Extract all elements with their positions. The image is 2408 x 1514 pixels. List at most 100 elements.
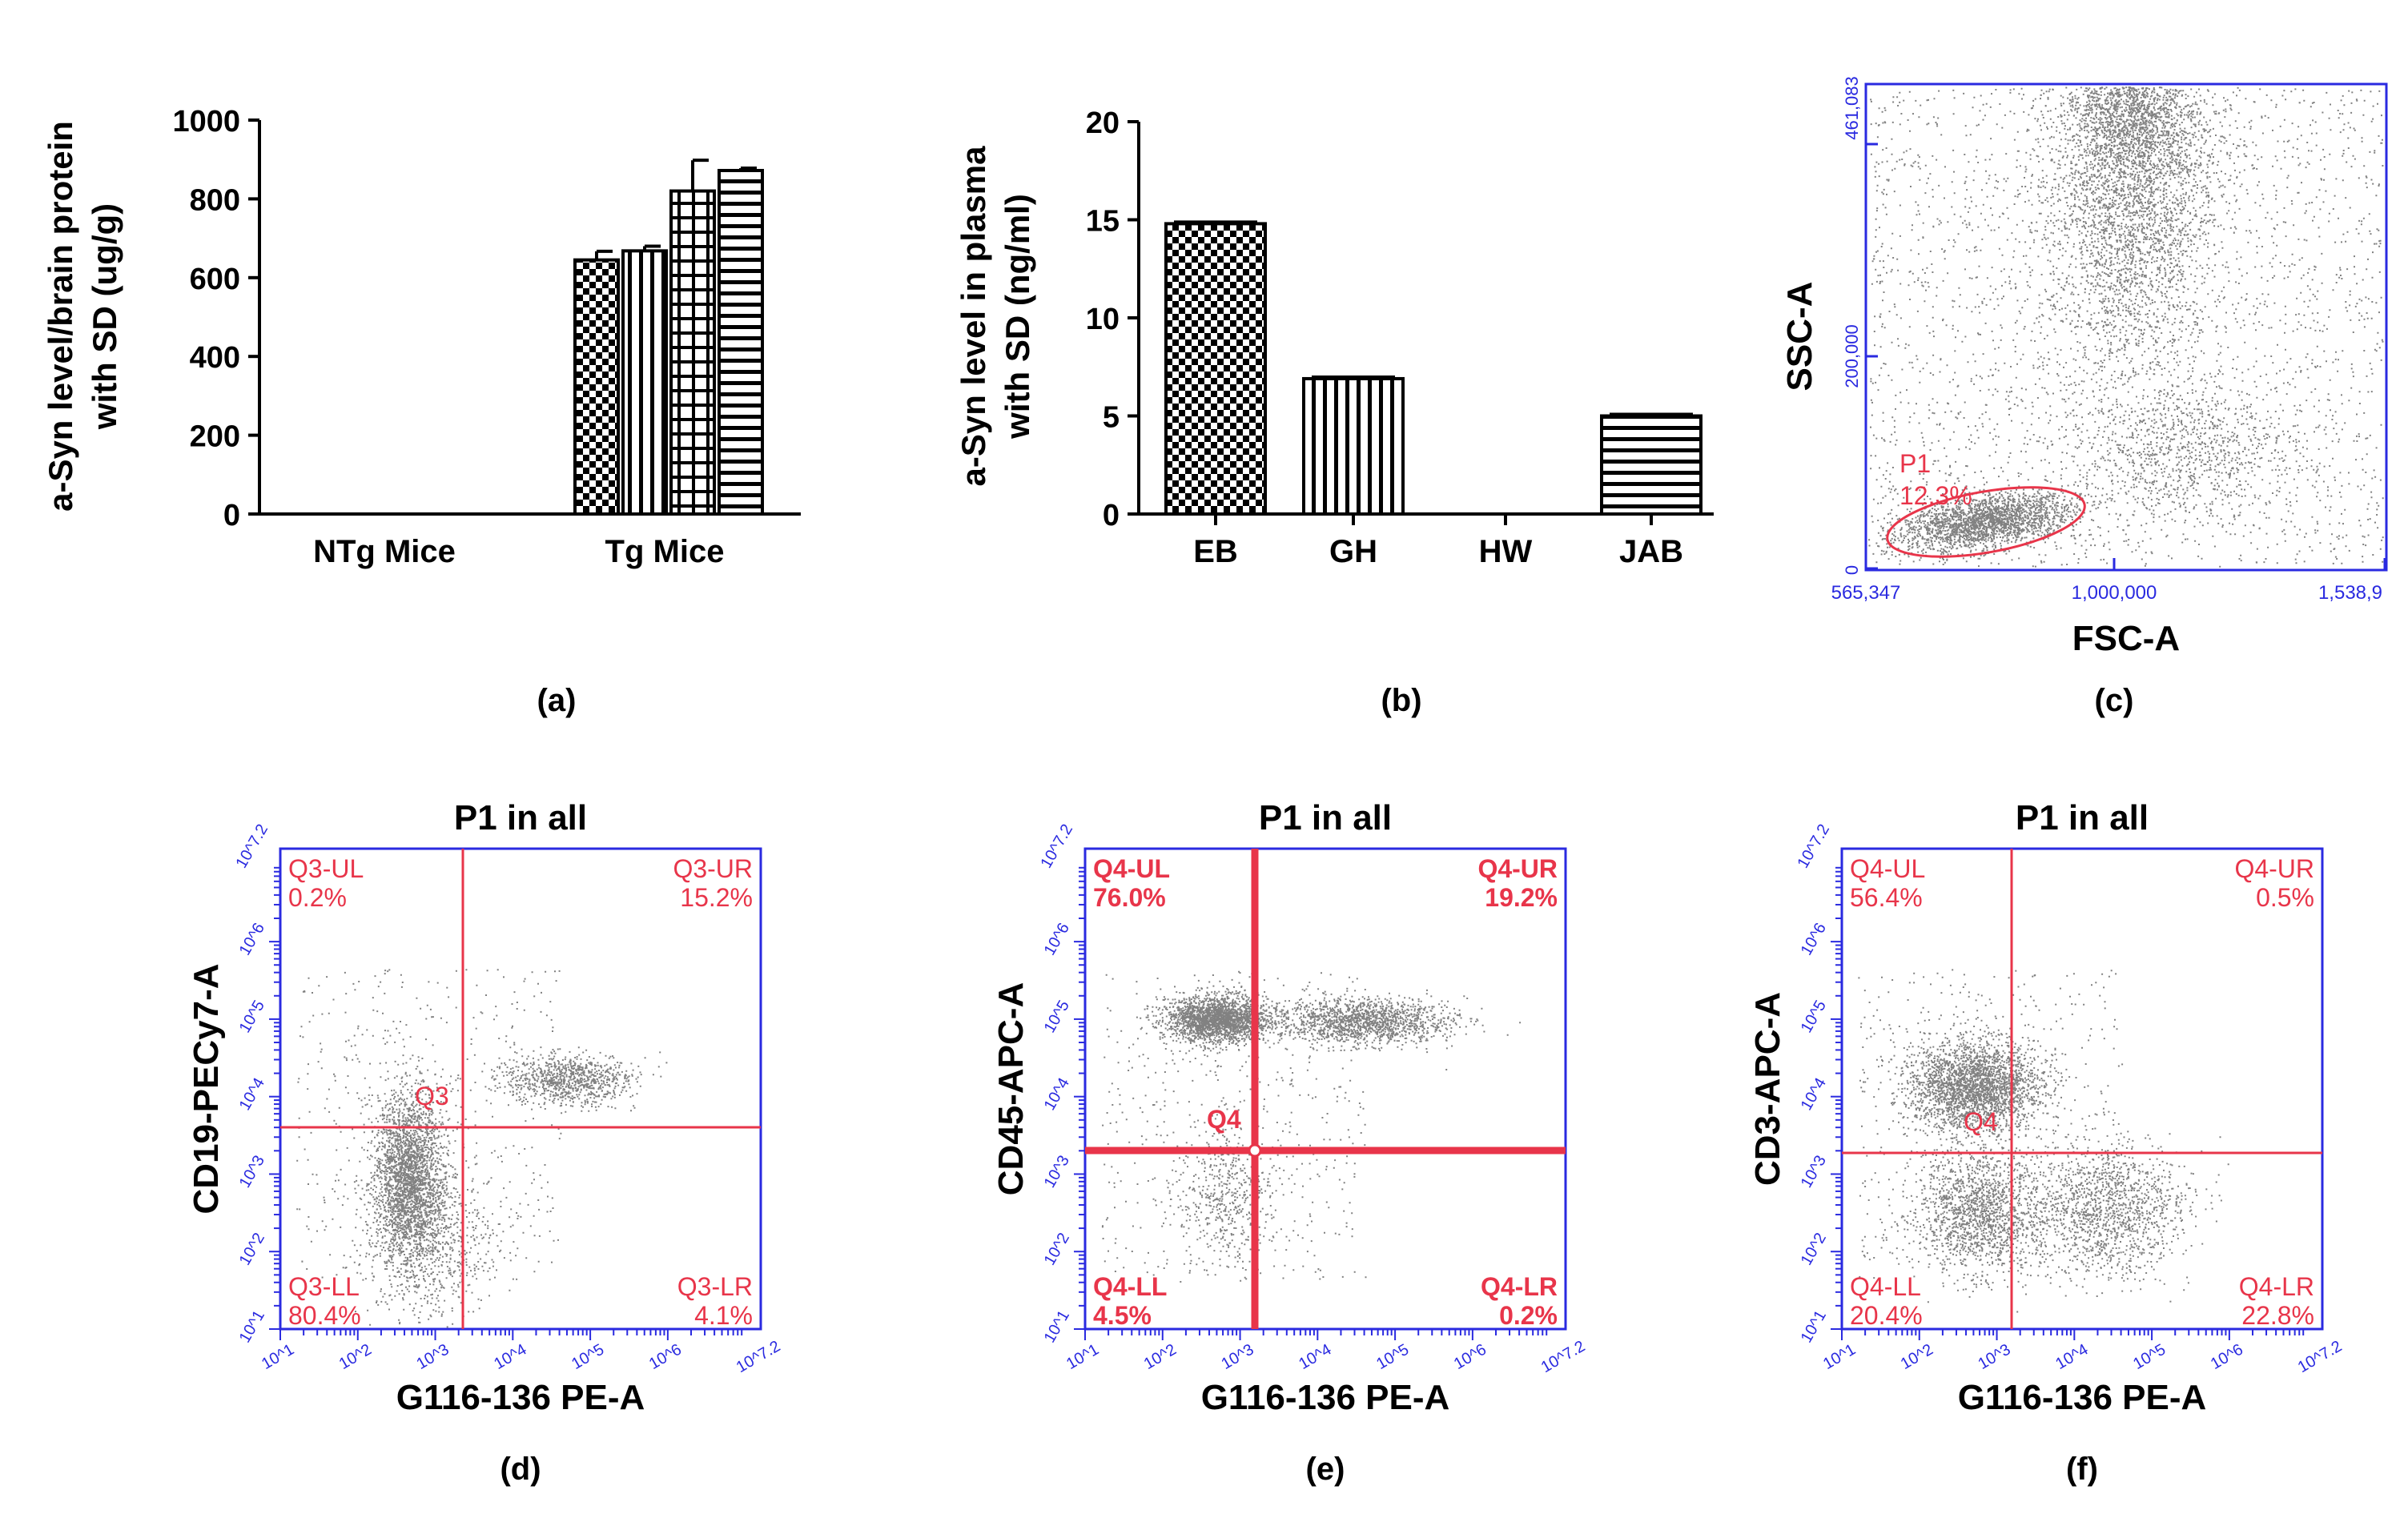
quadrant-percent: 15.2% [680,883,753,912]
bar-gh [621,249,668,516]
panel-label-a: (a) [537,683,577,718]
quadrant-percent: 76.0% [1093,883,1166,912]
panel-b-bar-chart: a-Syn level in plasma with SD (ng/ml) 0 5… [955,106,1714,718]
x-tick-label: 10^6 [2208,1341,2246,1373]
y-tick-label: 10^4 [1041,1075,1073,1114]
scatter-events [1858,969,2229,1313]
quadrant-label: Q3-UL [288,854,364,883]
y-tick-label: 10^2 [1798,1230,1830,1268]
panel-label: (e) [1306,1452,1345,1487]
y-tick-label: 10^3 [236,1152,268,1191]
y-tick-label: 5 [1103,401,1120,435]
x-tick-label: 10^3 [414,1341,452,1373]
plot-frame [1840,847,2324,1331]
scatter-points [1868,86,2384,568]
gate-percent: 12.3% [1899,481,1972,510]
panel-label: (d) [500,1452,541,1487]
x-tick-label: 10^2 [1898,1341,1936,1373]
y-ticks: 0 5 10 15 20 [1086,106,1139,532]
ylabel-line-1: a-Syn level/brain protein [42,121,79,512]
bar-gh [1302,376,1405,516]
gate-label: Q3 [415,1082,449,1110]
x-ticks [1864,558,2386,570]
y-tick-label: 10 [1086,303,1120,336]
quadrant-percent: 0.2% [288,883,347,912]
x-tick-label: GH [1329,534,1377,569]
x-tick-label: 10^4 [1296,1341,1334,1373]
y-tick-label: 10^2 [236,1230,268,1268]
quadrant-percent: 56.4% [1850,883,1923,912]
y-tick-label: 200 [190,420,240,454]
y-ticks: 0 200 400 600 800 1000 [172,105,259,532]
quadrant-label: Q4-UR [1477,854,1558,883]
quadrant-label: Q3-LL [288,1272,360,1301]
y-tick-labels: 0 200,000 461,083 [1842,76,1862,575]
y-tick-label: 10^3 [1041,1152,1073,1191]
x-tick-label: 10^1 [1820,1341,1859,1373]
panel-c-scatter: P1 12.3% 0 200,000 461,083 565,347 1,000… [1780,76,2388,718]
plot-title: P1 in all [1259,798,1392,837]
y-axis-label: CD45-APC-A [991,982,1031,1195]
y-tick-label: 0 [223,499,240,532]
x-axis-label: FSC-A [2072,619,2180,658]
scatter-events [1101,970,1522,1283]
y-tick-label: 10^4 [236,1075,268,1114]
x-axis-label: G116-136 PE-A [1958,1378,2207,1417]
quadrant-label: Q4-LR [2239,1272,2314,1301]
panel-label-c: (c) [2095,683,2134,718]
plot-frame [1864,82,2388,572]
x-tick-label: 10^7.2 [734,1337,783,1376]
x-tick-label: 10^5 [2130,1341,2169,1373]
bars [1164,220,1702,516]
y-tick-label: 10^1 [1041,1307,1073,1346]
quadrant-percent: 22.8% [2241,1301,2314,1330]
ylabel-line-2: with SD (ug/g) [86,203,123,430]
y-tick-label: 15 [1086,205,1120,239]
x-axis-label: G116-136 PE-A [1201,1378,1450,1417]
y-tick-label: 10^2 [1041,1230,1073,1268]
x-tick-label: 10^4 [491,1341,529,1373]
y-tick-label: 10^1 [1798,1307,1830,1346]
x-tick-label: HW [1479,534,1533,569]
bar-jab [1600,414,1702,516]
quadrant-percent: 0.5% [2256,883,2314,912]
x-tick-label: 10^5 [569,1341,607,1373]
quadrant-label: Q4-UL [1093,854,1170,883]
bar-jab [718,168,764,516]
y-axis-label: CD19-PECy7-A [187,964,226,1215]
y-tick-label: 461,083 [1842,76,1862,140]
ylabel-line-1: a-Syn level in plasma [955,146,992,487]
y-ticks [1866,143,1878,570]
y-tick-label: 0 [1842,565,1862,575]
y-tick-label: 200,000 [1842,324,1862,388]
plot-title: P1 in all [454,798,587,837]
gate-label: Q4 [1964,1107,1998,1136]
x-tick-label: 10^3 [1976,1341,2014,1373]
quadrant-percent: 4.5% [1093,1301,1152,1330]
x-tick-label: 10^1 [1063,1341,1102,1373]
y-axis-label: CD3-APC-A [1748,992,1787,1186]
x-tick-label: 10^3 [1219,1341,1257,1373]
plot-title: P1 in all [2016,798,2149,837]
bars [573,159,764,516]
y-tick-label: 10^6 [1798,920,1830,958]
x-tick-label: 10^6 [646,1341,685,1373]
x-axis-label: G116-136 PE-A [396,1378,645,1417]
scatter-events [1868,86,2384,568]
x-tick-label: JAB [1619,534,1683,569]
quadrant-percent: 0.2% [1499,1301,1558,1330]
x-tick-label: 10^7.2 [2295,1337,2345,1376]
x-tick-label: 10^7.2 [1538,1337,1588,1376]
plot-frame [1083,847,1567,1331]
gate-label: Q4 [1207,1105,1241,1134]
quadrant-label: Q4-UL [1850,854,1925,883]
group-label-tg: Tg Mice [605,534,725,569]
bar-hw [669,189,716,516]
quadrant-label: Q4-UR [2234,854,2314,883]
x-tick-label: 10^6 [1451,1341,1489,1373]
gate-name: P1 [1899,449,1931,478]
quadrant-label: Q4-LL [1850,1272,1921,1301]
